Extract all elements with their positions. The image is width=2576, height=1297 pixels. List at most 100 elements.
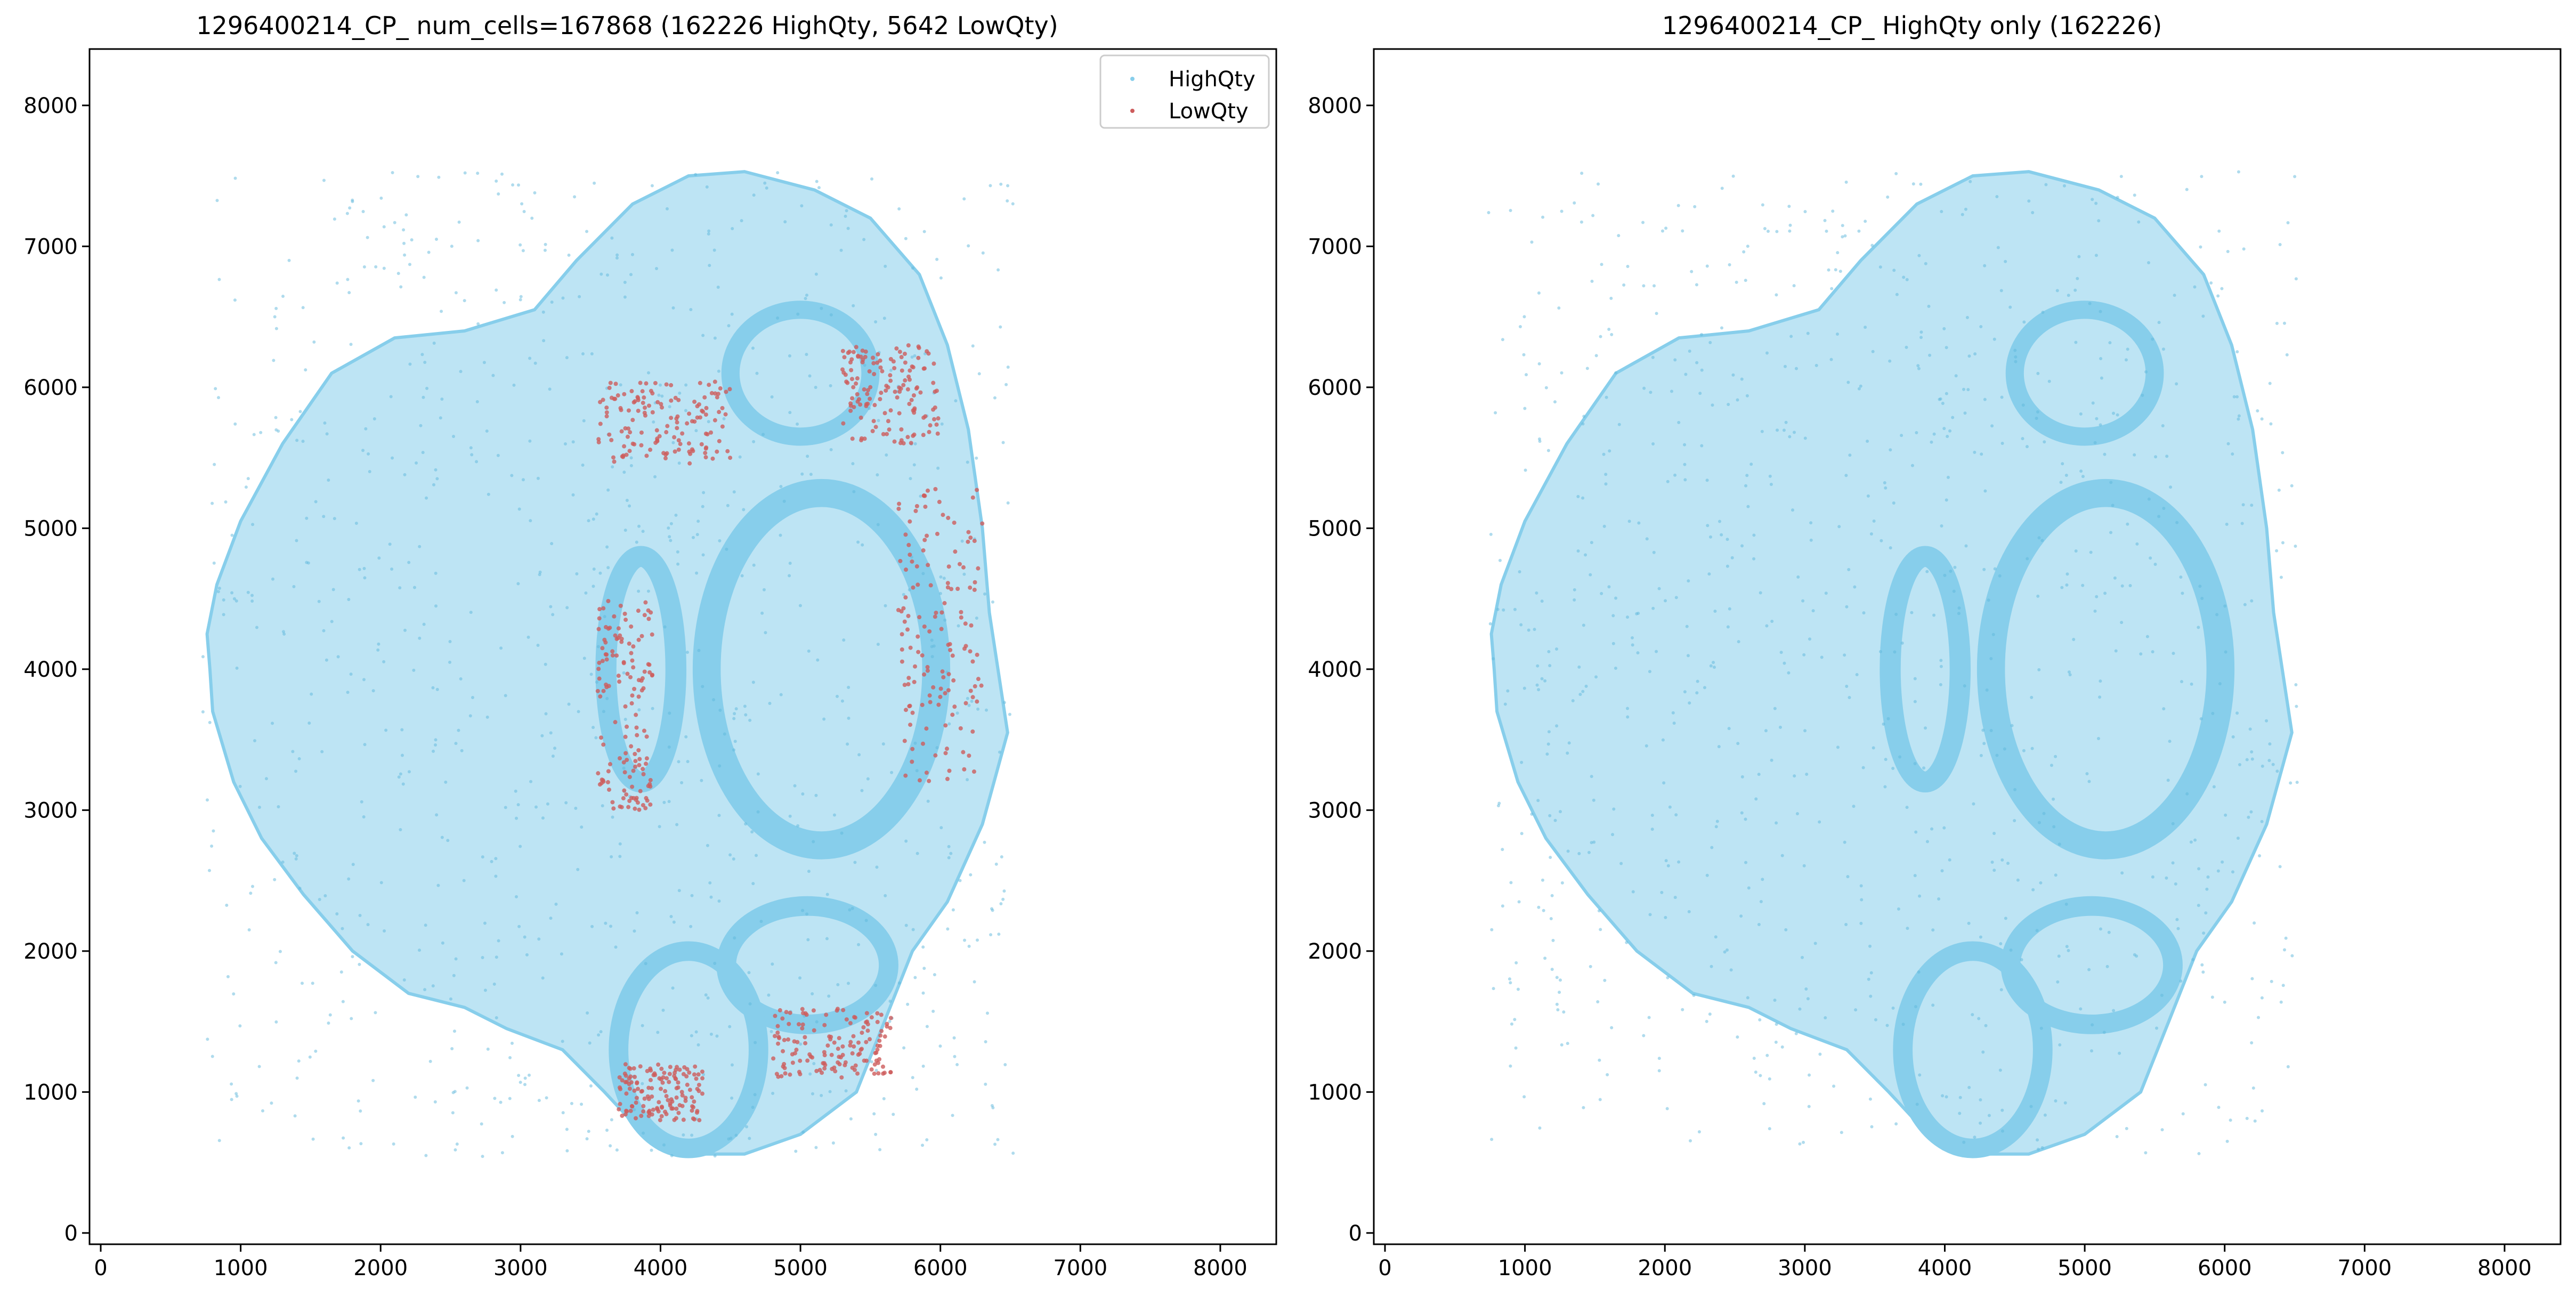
lowqty-point [659,402,663,407]
highqty-point [575,572,579,575]
highqty-point [1813,942,1817,945]
highqty-point [2118,1051,2121,1055]
highqty-point [1717,745,1721,749]
highqty-point [949,852,953,855]
highqty-point [1745,394,1749,398]
highqty-point [2211,711,2215,715]
lowqty-point [852,1067,857,1072]
lowqty-point [955,586,960,591]
highqty-point [481,1155,484,1158]
highqty-point [1537,291,1541,295]
lowqty-point [861,1025,866,1030]
highqty-point [2189,840,2193,844]
highqty-point [667,526,670,530]
highqty-point [904,237,908,240]
highqty-point [1665,1107,1669,1110]
highqty-point [1870,1125,1874,1129]
highqty-point [1597,182,1600,186]
highqty-point [393,221,396,224]
lowqty-point [607,385,612,390]
highqty-point [295,854,298,857]
highqty-point [528,356,532,360]
highqty-point [1937,897,1941,901]
highqty-point [796,312,800,316]
highqty-point [592,567,596,571]
highqty-point [1794,367,1798,370]
highqty-point [1726,625,1730,629]
highqty-point [481,955,484,959]
highqty-point [2162,707,2166,711]
highqty-point [345,212,349,215]
highqty-point [538,573,541,577]
highqty-point [1780,854,1784,857]
highqty-point [628,504,631,508]
highqty-point [1651,606,1655,610]
highqty-point [1774,1040,1778,1044]
lowqty-point [634,1116,638,1121]
highqty-point [2235,350,2239,354]
highqty-point [449,997,452,1001]
lowqty-point [903,532,908,537]
highqty-point [1806,331,1810,335]
lowqty-point [844,1017,849,1022]
lowqty-point [629,701,634,706]
highqty-point [2270,979,2273,983]
highqty-point [1973,450,1976,454]
lowqty-point [625,758,629,763]
lowqty-point [700,1069,704,1074]
highqty-point [351,863,355,866]
highqty-point [2128,584,2132,588]
highqty-point [686,760,690,764]
highqty-point [1655,312,1658,315]
lowqty-point [931,361,936,366]
highqty-point [1000,855,1003,858]
highqty-point [668,535,671,539]
lowqty-point [655,439,660,444]
highqty-point [1567,741,1571,745]
lowqty-point [963,701,968,706]
highqty-point [1006,501,1010,505]
lowqty-point [642,728,646,733]
highqty-point [2087,780,2091,783]
lowqty-point [961,750,966,755]
highqty-point [317,599,321,603]
highqty-point [1980,452,1983,456]
highqty-point [362,566,366,570]
highqty-point [1843,840,1846,844]
highqty-point [2283,948,2287,952]
lowqty-point [674,1076,678,1081]
highqty-point [463,299,466,303]
lowqty-point [905,627,910,632]
highqty-point [2281,451,2285,455]
highqty-point [437,175,441,179]
lowqty-point [840,367,845,372]
highqty-point [1600,263,1603,266]
highqty-point [1836,745,1840,749]
highqty-point [264,777,268,781]
highqty-point [701,685,704,688]
lowqty-point [724,390,728,394]
lowqty-point [876,1060,880,1065]
lowqty-point [631,1066,636,1071]
highqty-point [882,1097,886,1100]
highqty-point [533,191,537,194]
highqty-point [1987,598,1990,602]
highqty-point [528,1073,531,1077]
highqty-point [1981,728,1985,732]
highqty-point [846,226,850,230]
highqty-point [779,693,783,696]
lowqty-point [822,1050,827,1055]
lowqty-point [961,565,966,570]
highqty-point [424,923,427,927]
highqty-point [2000,858,2004,862]
lowqty-point [622,788,627,793]
highqty-point [752,193,756,197]
lowqty-point [910,747,915,751]
highqty-point [2161,347,2165,351]
lowqty-point [686,441,691,446]
lowqty-point [928,423,933,428]
lowqty-point [623,734,628,739]
highqty-point [2294,683,2298,686]
highqty-point [2286,1065,2290,1068]
highqty-point [985,708,989,712]
